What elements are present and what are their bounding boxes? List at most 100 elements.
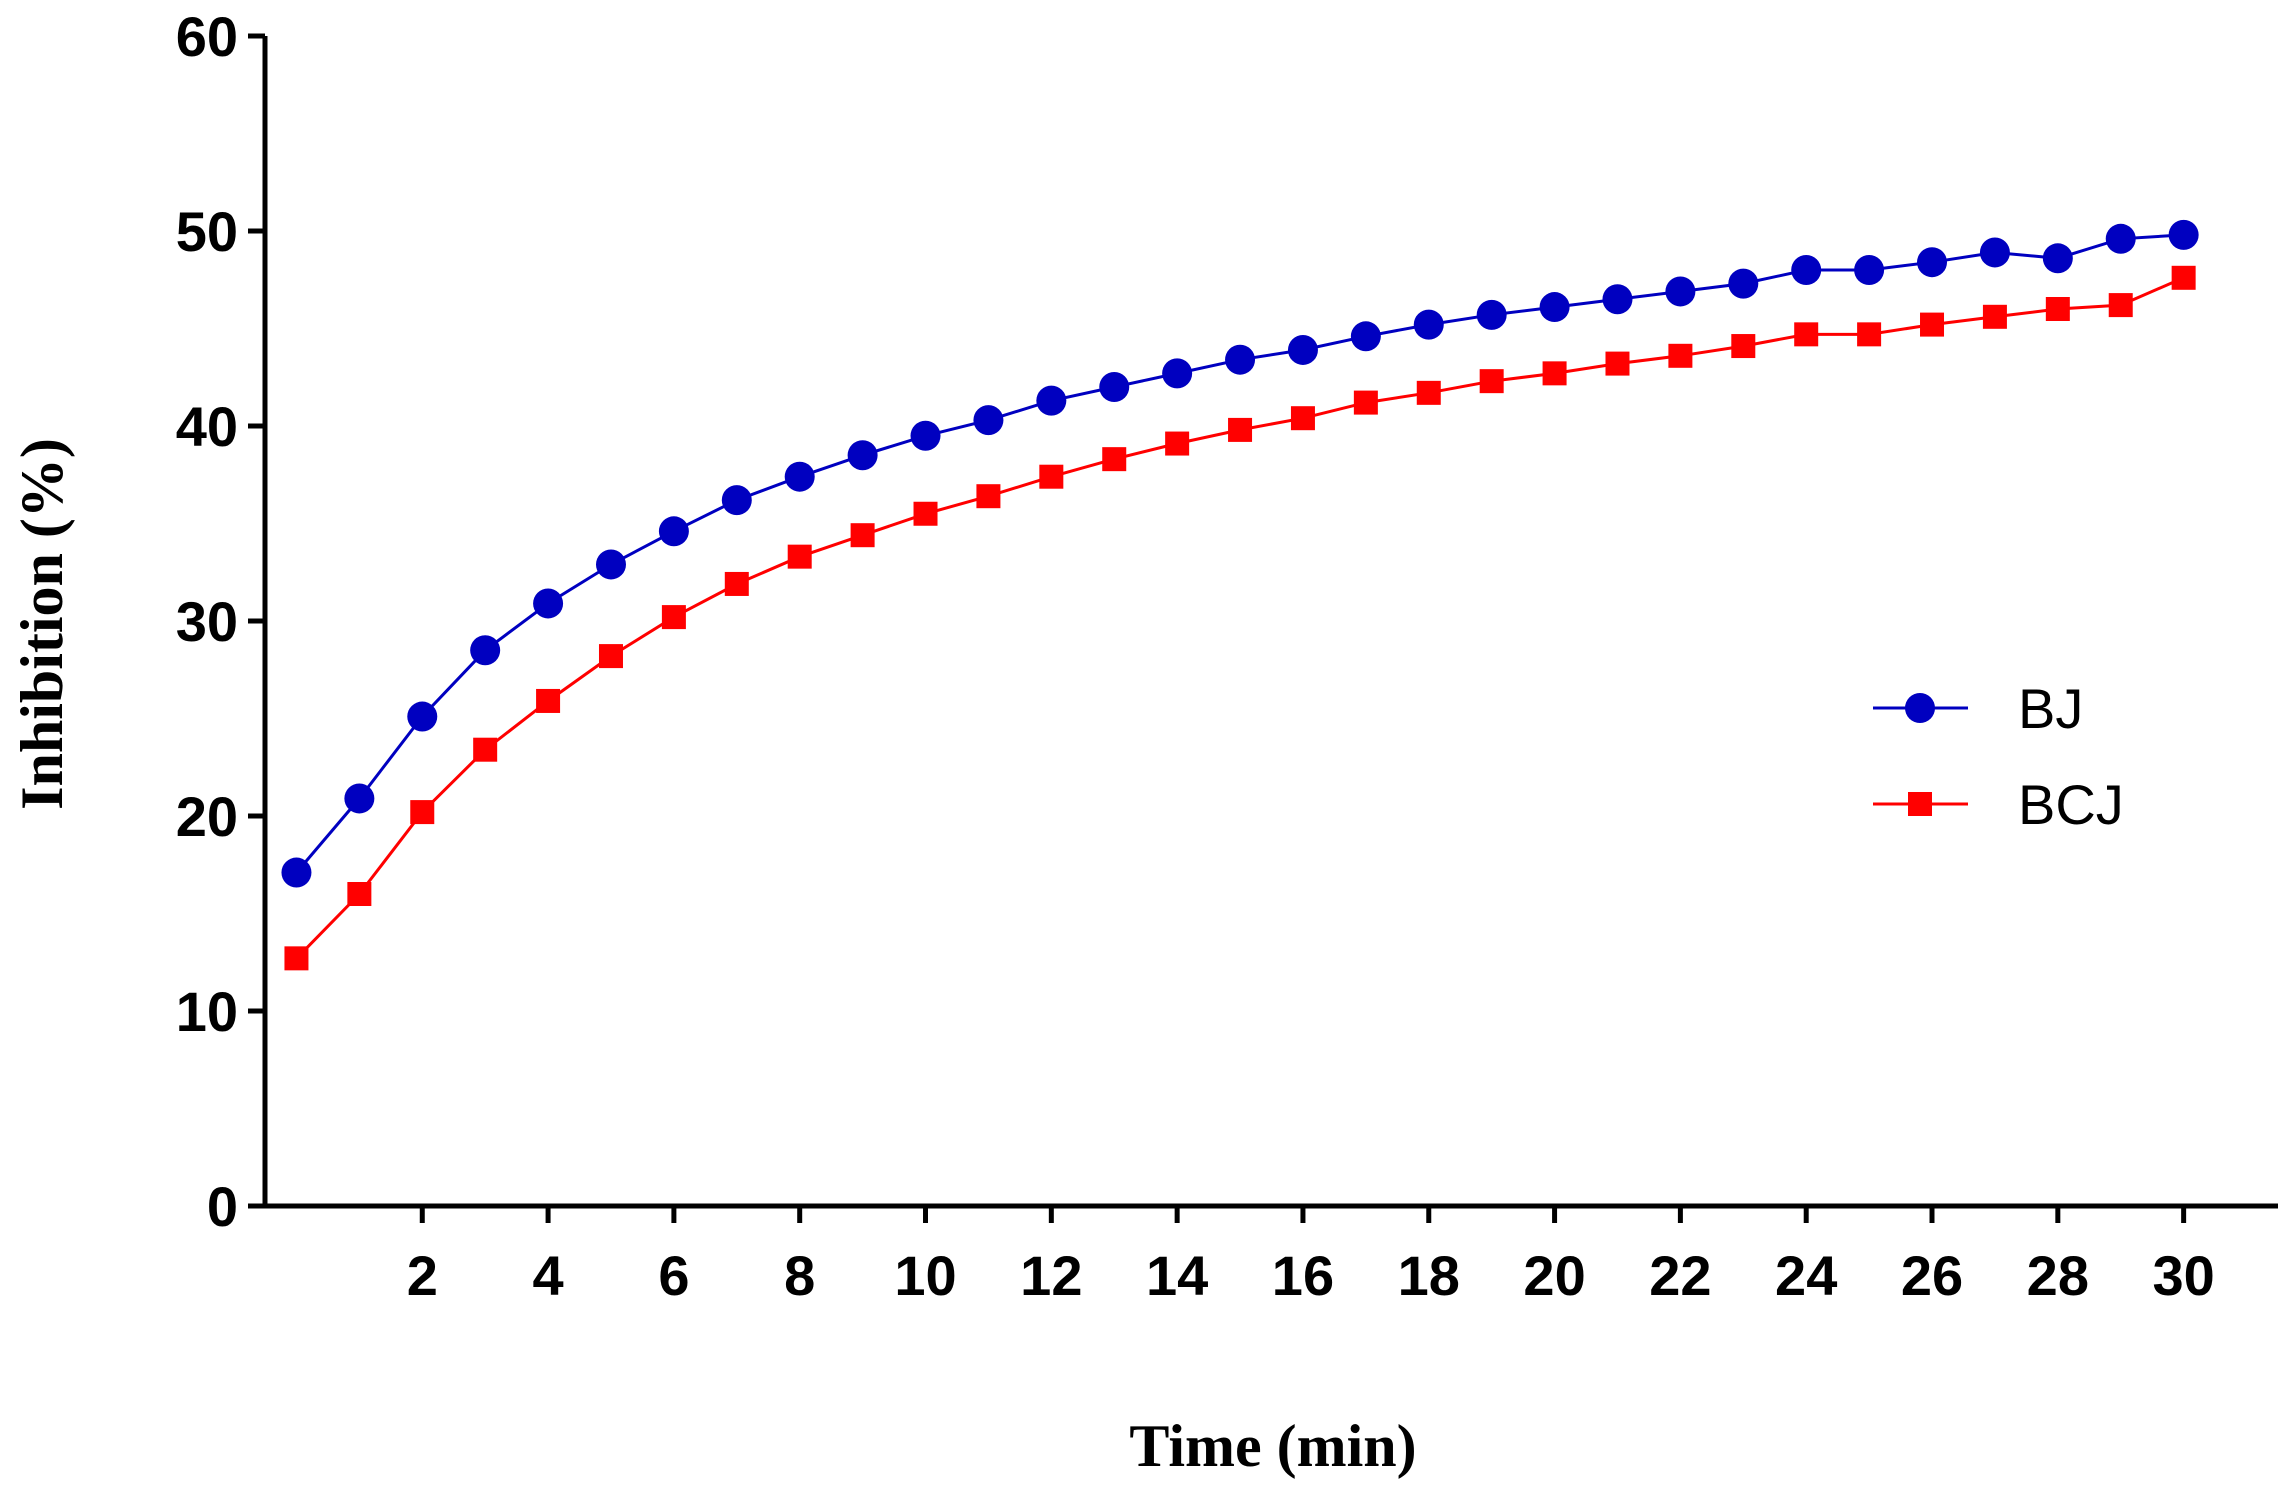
data-point-bcj — [473, 737, 498, 762]
data-point-bcj — [724, 571, 749, 596]
axes — [262, 36, 2278, 1209]
legend-marker-bj — [1905, 693, 1935, 723]
y-axis-ticks: 0 10 20 30 40 50 60 — [176, 5, 265, 1238]
x-tick-label: 28 — [2027, 1244, 2089, 1307]
y-tick-label: 10 — [176, 980, 238, 1043]
data-point-bcj — [1479, 369, 1504, 394]
x-tick-label: 10 — [894, 1244, 956, 1307]
data-point-bcj — [913, 501, 938, 526]
data-point-bcj — [1102, 447, 1127, 472]
data-point-bcj — [787, 544, 812, 569]
data-point-bj — [2105, 223, 2136, 254]
data-point-bcj — [2045, 297, 2070, 321]
x-tick-label: 14 — [1146, 1244, 1208, 1307]
data-point-bj — [1979, 237, 2010, 268]
series-bcj — [284, 265, 2196, 971]
data-point-bj — [1099, 372, 1130, 402]
y-tick-label: 50 — [176, 200, 238, 263]
data-point-bj — [1728, 268, 1759, 299]
data-point-bcj — [2108, 293, 2133, 318]
x-tick-label: 4 — [533, 1244, 564, 1307]
data-point-bj — [910, 420, 941, 451]
legend-entry-bcj: BCJ — [1873, 773, 2124, 836]
data-point-bj — [2042, 243, 2073, 274]
x-tick-label: 20 — [1523, 1244, 1585, 1307]
data-point-bj — [595, 549, 626, 580]
series-bj — [281, 219, 2199, 888]
data-point-bcj — [1605, 351, 1630, 376]
data-point-bj — [721, 485, 752, 516]
data-point-bj — [1602, 284, 1633, 315]
x-tick-label: 16 — [1272, 1244, 1334, 1307]
data-point-bj — [1287, 334, 1318, 365]
data-point-bcj — [1165, 431, 1190, 456]
data-point-bj — [1413, 309, 1444, 340]
data-point-bj — [1162, 358, 1193, 389]
data-point-bcj — [1416, 380, 1441, 405]
data-point-bcj — [347, 882, 372, 906]
data-point-bj — [1036, 385, 1067, 416]
data-point-bcj — [976, 484, 1001, 509]
data-point-bj — [847, 440, 878, 471]
data-point-bcj — [1039, 464, 1064, 489]
legend-marker-bcj — [1908, 792, 1932, 816]
data-point-bj — [658, 516, 689, 547]
x-tick-label: 22 — [1649, 1244, 1711, 1307]
data-point-bcj — [284, 946, 309, 971]
data-point-bj — [2168, 219, 2199, 250]
data-point-bj — [407, 701, 438, 732]
data-point-bcj — [1731, 334, 1756, 359]
data-point-bj — [533, 588, 564, 619]
x-tick-label: 2 — [407, 1244, 438, 1307]
data-point-bcj — [1668, 343, 1693, 368]
y-tick-label: 40 — [176, 395, 238, 458]
data-point-bcj — [1794, 322, 1819, 347]
data-point-bcj — [410, 800, 435, 825]
x-tick-label: 12 — [1020, 1244, 1082, 1307]
series-layer — [281, 219, 2199, 971]
data-point-bcj — [1228, 417, 1253, 442]
data-point-bj — [1539, 292, 1570, 323]
data-point-bcj — [1542, 361, 1567, 386]
data-point-bcj — [536, 688, 561, 713]
data-point-bj — [1791, 255, 1822, 285]
x-tick-label: 18 — [1398, 1244, 1460, 1307]
y-tick-label: 30 — [176, 590, 238, 653]
data-point-bcj — [850, 523, 875, 548]
data-point-bcj — [1857, 322, 1882, 347]
data-point-bj — [784, 461, 815, 492]
data-point-bcj — [2171, 265, 2196, 290]
x-tick-label: 8 — [784, 1244, 815, 1307]
data-point-bcj — [1353, 390, 1378, 415]
data-point-bj — [1476, 299, 1507, 330]
data-point-bcj — [1982, 304, 2007, 329]
y-tick-label: 0 — [207, 1175, 238, 1238]
data-point-bj — [1665, 276, 1696, 307]
y-axis-title: Inhibition (%) — [9, 438, 75, 810]
legend-label-bcj: BCJ — [2018, 773, 2124, 836]
data-point-bj — [281, 857, 312, 888]
data-point-bcj — [1290, 406, 1315, 431]
y-tick-label: 20 — [176, 785, 238, 848]
x-tick-label: 6 — [658, 1244, 689, 1307]
data-point-bj — [470, 635, 501, 666]
legend-label-bj: BJ — [2018, 677, 2083, 740]
x-axis-ticks: 2 4 6 8 10 12 14 16 18 20 22 24 26 28 30 — [407, 1206, 2215, 1307]
data-point-bj — [1917, 247, 1948, 278]
data-point-bj — [973, 405, 1004, 436]
data-point-bj — [1225, 344, 1256, 375]
data-point-bcj — [661, 605, 686, 630]
x-tick-label: 26 — [1901, 1244, 1963, 1307]
legend-entry-bj: BJ — [1873, 677, 2083, 740]
series-line-bcj — [295, 276, 2185, 960]
data-point-bj — [344, 783, 375, 814]
data-point-bj — [1350, 321, 1381, 352]
x-tick-label: 30 — [2152, 1244, 2214, 1307]
data-point-bcj — [598, 644, 623, 669]
y-tick-label: 60 — [176, 5, 238, 68]
x-axis-title: Time (min) — [1129, 1413, 1416, 1479]
data-point-bcj — [1920, 312, 1945, 337]
data-point-bj — [1854, 255, 1885, 285]
legend: BJ BCJ — [1873, 677, 2124, 836]
